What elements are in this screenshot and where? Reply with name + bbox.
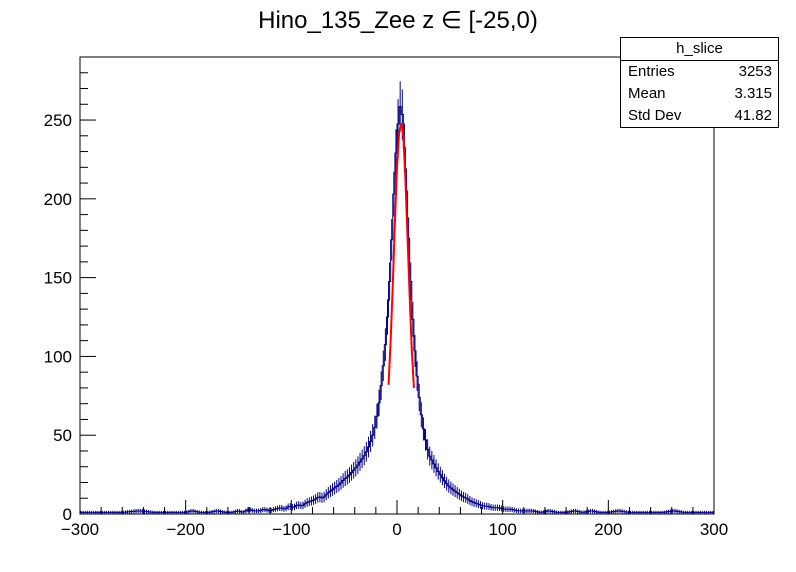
- x-tick-label: −100: [272, 520, 310, 539]
- histogram-steps: [80, 106, 714, 513]
- stats-label: Std Dev: [628, 107, 682, 124]
- chart-title: Hino_135_Zee z ∈ [-25,0): [258, 7, 538, 34]
- y-axis: 0 50 100 150 200 250: [44, 56, 96, 524]
- stats-value: 3.315: [734, 85, 772, 102]
- y-tick-label: 150: [44, 269, 72, 288]
- stats-box: h_slice Entries 3253 Mean 3.315 Std Dev …: [620, 37, 779, 128]
- stats-label: Entries: [628, 63, 675, 80]
- x-tick-label: −200: [167, 520, 205, 539]
- fit-curve: [387, 122, 415, 388]
- x-tick-label: −300: [61, 520, 99, 539]
- y-tick-label: 200: [44, 190, 72, 209]
- stats-value: 3253: [738, 63, 772, 80]
- stats-row-stddev: Std Dev 41.82: [621, 105, 778, 127]
- stats-row-mean: Mean 3.315: [621, 83, 778, 105]
- stats-value: 41.82: [734, 107, 772, 124]
- histogram-series: [80, 81, 714, 514]
- x-tick-label: 0: [392, 520, 401, 539]
- y-tick-label: 50: [53, 426, 72, 445]
- fit-line: [387, 122, 415, 388]
- y-tick-label: 250: [44, 111, 72, 130]
- x-tick-label: 200: [594, 520, 622, 539]
- y-tick-label: 0: [63, 505, 72, 524]
- x-axis: −300 −200 −100 0 100 200 300: [61, 500, 728, 539]
- stats-row-entries: Entries 3253: [621, 61, 778, 83]
- x-tick-label: 300: [700, 520, 728, 539]
- stats-box-name: h_slice: [621, 38, 778, 61]
- y-tick-label: 100: [44, 347, 72, 366]
- x-tick-label: 100: [488, 520, 516, 539]
- stats-label: Mean: [628, 85, 666, 102]
